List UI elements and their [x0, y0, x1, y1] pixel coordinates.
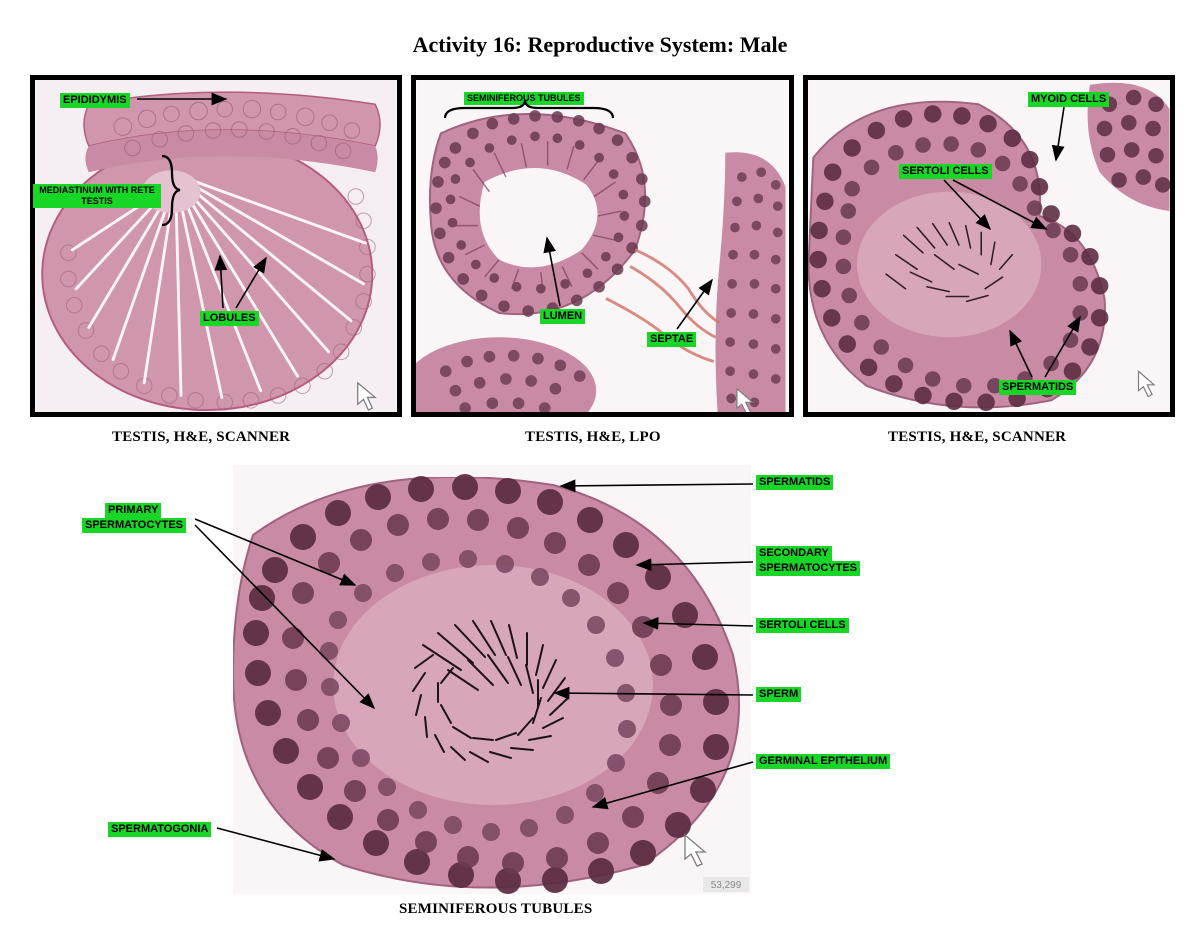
caption-panel-3: TESTIS, H&E, SCANNER — [888, 429, 1066, 446]
label-mediastinum-line1: MEDIASTINUM WITH RETE TESTIS — [39, 185, 155, 206]
label-sperm: SPERM — [756, 687, 801, 702]
label-spermatids-bottom: SPERMATIDS — [756, 475, 833, 490]
label-primary-1: PRIMARY — [105, 503, 161, 518]
scale-badge-text: 53,299 — [711, 880, 742, 891]
caption-panel-2: TESTIS, H&E, LPO — [525, 429, 661, 446]
label-germinal: GERMINAL EPITHELIUM — [756, 754, 890, 769]
label-spermatids: SPERMATIDS — [999, 380, 1076, 395]
label-lumen: LUMEN — [540, 309, 585, 324]
label-primary-2: SPERMATOCYTES — [82, 518, 186, 533]
page-title: Activity 16: Reproductive System: Male — [0, 32, 1200, 58]
label-epididymis: EPIDIDYMIS — [60, 93, 130, 108]
panel-2-svg — [416, 80, 789, 412]
label-secondary-1: SECONDARY — [756, 546, 832, 561]
panel-bottom: 53,299 — [233, 465, 751, 894]
label-sertoli-bottom: SERTOLI CELLS — [756, 618, 849, 633]
label-mediastinum: MEDIASTINUM WITH RETE TESTIS — [33, 184, 161, 208]
label-lobules: LOBULES — [200, 311, 259, 326]
panel-bottom-svg: 53,299 — [233, 465, 751, 894]
caption-panel-1: TESTIS, H&E, SCANNER — [112, 429, 290, 446]
panel-1 — [30, 75, 402, 417]
label-spermatogonia: SPERMATOGONIA — [108, 822, 211, 837]
label-septae: SEPTAE — [647, 332, 696, 347]
panel-2 — [411, 75, 794, 417]
label-seminiferous-tubules: SEMINIFEROUS TUBULES — [464, 92, 584, 105]
panel-3 — [803, 75, 1175, 417]
label-secondary-2: SPERMATOCYTES — [756, 561, 860, 576]
label-sertoli-cells: SERTOLI CELLS — [899, 164, 992, 179]
panel-3-svg — [808, 80, 1170, 412]
label-myoid-cells: MYOID CELLS — [1028, 92, 1109, 107]
caption-bottom: SEMINIFEROUS TUBULES — [399, 901, 592, 918]
panel-1-svg — [35, 80, 397, 412]
